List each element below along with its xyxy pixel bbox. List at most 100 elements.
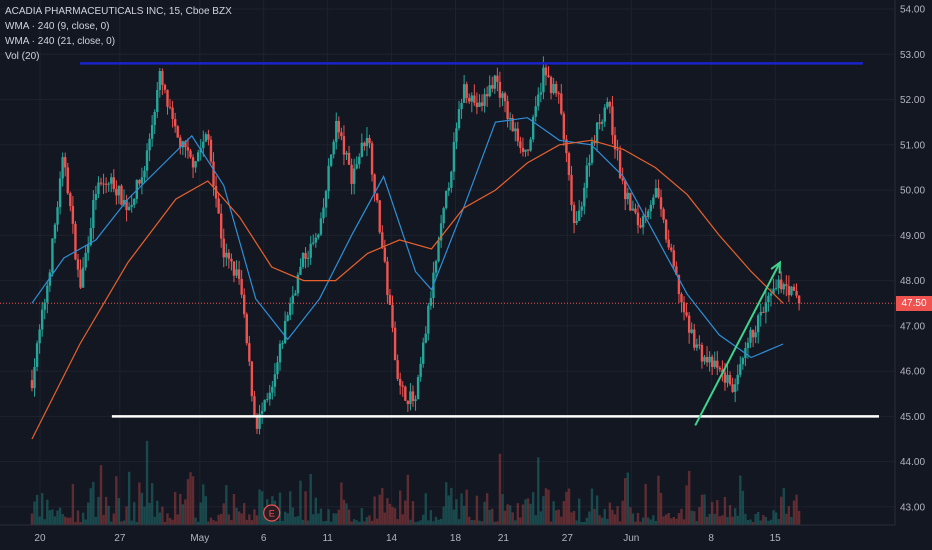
candle-body [76, 259, 80, 270]
candle-body [153, 111, 156, 126]
volume-bar [708, 513, 711, 525]
volume-bar [519, 517, 522, 525]
volume-bar [176, 514, 179, 525]
candle-body [125, 200, 128, 211]
volume-bar [434, 516, 438, 525]
candle-body [422, 342, 425, 364]
volume-bar [521, 504, 525, 525]
candle-body [314, 237, 318, 243]
candle-body [501, 93, 504, 98]
candle-body [196, 152, 200, 162]
candle-body [475, 102, 479, 108]
volume-bar [733, 508, 737, 525]
volume-legend[interactable]: Vol (20) [5, 51, 40, 62]
volume-bar [217, 514, 220, 525]
candle-body [350, 164, 353, 184]
candle-body [465, 84, 468, 99]
candle-body [173, 119, 177, 127]
candle-body [143, 170, 146, 178]
volume-bar [664, 514, 668, 525]
volume-bar [539, 511, 543, 525]
volume-bar [401, 514, 404, 525]
volume-bar [168, 517, 172, 525]
wma-slow-legend[interactable]: WMA · 240 (21, close, 0) [5, 36, 116, 47]
candle-body [48, 272, 52, 286]
candle-body [97, 182, 100, 195]
volume-bar [107, 505, 110, 525]
volume-bar [329, 521, 333, 525]
volume-bar [695, 521, 699, 525]
candle-body [89, 228, 92, 245]
candle-body [598, 122, 601, 124]
candle-body [710, 356, 714, 368]
volume-bar [478, 520, 481, 525]
volume-bar [670, 518, 673, 525]
volume-bar [716, 500, 719, 525]
volume-bar [127, 471, 131, 525]
candle-body [687, 315, 691, 333]
volume-bar [317, 513, 320, 525]
volume-bar [258, 489, 261, 525]
volume-bar [404, 500, 407, 525]
candle-body [332, 141, 335, 155]
volume-bar [150, 483, 154, 525]
drawing-tools[interactable]: E [0, 62, 895, 522]
candle-body [613, 135, 617, 150]
volume-bar [746, 520, 750, 525]
volume-bar [46, 499, 49, 525]
wma-fast-legend[interactable]: WMA · 240 (9, close, 0) [5, 21, 110, 32]
candle-body [352, 168, 356, 184]
candle-body [603, 107, 606, 122]
candle-body [163, 84, 167, 90]
candle-body [462, 84, 466, 103]
candle-body [767, 295, 770, 303]
candle-body [716, 360, 719, 368]
volume-bar [225, 485, 228, 525]
candle-body [664, 219, 668, 240]
volume-bar [756, 511, 760, 525]
candle-body [368, 138, 371, 144]
candle-body [698, 344, 701, 346]
volume-bar [636, 512, 640, 525]
candle-body [281, 343, 284, 345]
volume-bar [40, 493, 44, 525]
volume-bar [593, 508, 596, 525]
volume-bar [718, 516, 722, 525]
candle-body [705, 357, 709, 363]
candle-body [624, 180, 627, 200]
candle-body [703, 357, 706, 362]
volume-bar [312, 514, 315, 525]
volume-bar [427, 520, 430, 525]
volume-bar [38, 516, 41, 525]
volume-bar [181, 504, 185, 525]
volume-bar [189, 472, 192, 525]
candle-body [411, 391, 415, 402]
candle-body [81, 267, 85, 288]
time-tick-label: 21 [498, 533, 510, 544]
volume-bar [48, 510, 52, 525]
volume-bar [762, 515, 765, 525]
candle-body [46, 285, 49, 303]
time-tick-label: Jun [623, 533, 639, 544]
volume-bar [795, 494, 798, 525]
volume-bar [442, 506, 445, 525]
candle-body [240, 278, 243, 295]
candle-body [468, 98, 471, 102]
volume-bar [140, 492, 144, 525]
volume-bar [237, 511, 241, 525]
candle-body [652, 197, 655, 205]
candle-body [406, 400, 410, 405]
symbol-title[interactable]: ACADIA PHARMACEUTICALS INC, 15, Cboe BZX [5, 6, 232, 17]
candle-body [777, 279, 780, 289]
volume-bar [577, 498, 581, 525]
volume-bar [276, 520, 279, 525]
time-tick-label: 8 [708, 533, 714, 544]
candle-body [562, 113, 566, 140]
volume-bar [76, 510, 80, 525]
candle-body [133, 198, 136, 206]
candle-body [552, 83, 555, 94]
volume-bar [506, 504, 509, 525]
volume-bar [667, 513, 670, 525]
candle-body [762, 311, 765, 313]
